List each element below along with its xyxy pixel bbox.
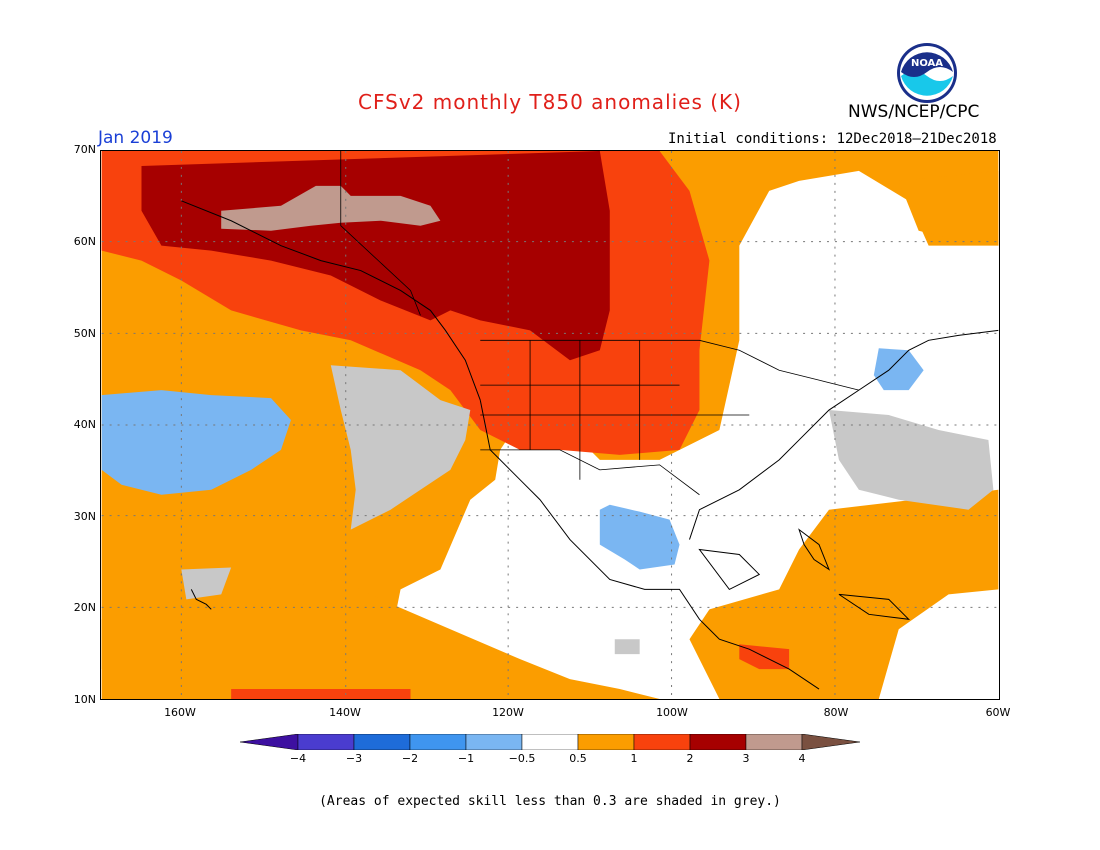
- colorbar-segment: [353, 734, 411, 750]
- colorbar: [240, 734, 860, 750]
- anomaly-region-orange-ne: [898, 170, 999, 246]
- political-borders: [340, 151, 859, 496]
- anomaly-map: [100, 150, 1000, 700]
- colorbar-segment: [521, 734, 579, 750]
- colorbar-tick-label: 0.5: [569, 752, 587, 765]
- skill-footnote: (Areas of expected skill less than 0.3 a…: [319, 794, 781, 809]
- lat-label: 30N: [73, 510, 96, 523]
- gridlines: [101, 151, 999, 699]
- low-skill-region-hawaii: [181, 567, 232, 600]
- colorbar-tick-label: 2: [686, 752, 694, 765]
- lon-label: 60W: [985, 706, 1011, 719]
- lon-label: 120W: [492, 706, 524, 719]
- anomaly-region-tan: [221, 185, 441, 231]
- colorbar-segment: [689, 734, 747, 750]
- colorbar-segments: [297, 734, 803, 750]
- noaa-logo-icon: NOAA: [897, 43, 957, 103]
- anomaly-region-darkred: [141, 151, 610, 361]
- colorbar-segment: [297, 734, 355, 750]
- low-skill-region-mexico: [614, 639, 640, 655]
- low-skill-region-atlantic: [828, 410, 994, 510]
- coastlines: [181, 200, 999, 690]
- lon-label: 160W: [164, 706, 196, 719]
- colorbar-segment: [409, 734, 467, 750]
- lon-label: 140W: [329, 706, 361, 719]
- lat-label: 40N: [73, 418, 96, 431]
- lat-label: 60N: [73, 235, 96, 248]
- colorbar-segment: [633, 734, 691, 750]
- initial-conditions-label: Initial conditions: 12Dec2018–21Dec2018: [668, 131, 997, 147]
- lon-label: 100W: [656, 706, 688, 719]
- anomaly-region-orange-bottom: [101, 579, 660, 699]
- anomaly-region-blue-pacific: [101, 390, 291, 495]
- lat-label: 20N: [73, 601, 96, 614]
- lon-label: 80W: [823, 706, 849, 719]
- colorbar-tick-label: −1: [457, 752, 475, 765]
- colorbar-low-arrow: [240, 734, 299, 750]
- colorbar-tick-label: −4: [289, 752, 307, 765]
- anomaly-region-blue-mexico: [599, 504, 680, 570]
- colorbar-tick-label: 4: [798, 752, 806, 765]
- chart-title: CFSv2 monthly T850 anomalies (K): [358, 90, 742, 114]
- anomaly-region-blue-northeast: [873, 348, 924, 391]
- colorbar-high-arrow: [801, 734, 860, 750]
- lat-label: 10N: [73, 693, 96, 706]
- valid-month-label: Jan 2019: [98, 128, 173, 148]
- colorbar-segment: [745, 734, 803, 750]
- low-skill-region-west: [330, 365, 471, 530]
- lat-label: 70N: [73, 143, 96, 156]
- colorbar-segment: [465, 734, 523, 750]
- colorbar-tick-label: 1: [630, 752, 638, 765]
- anomaly-region-red-bottom: [231, 689, 411, 699]
- lat-label: 50N: [73, 327, 96, 340]
- colorbar-segment: [577, 734, 635, 750]
- colorbar-tick-label: 3: [742, 752, 750, 765]
- colorbar-tick-label: −0.5: [508, 752, 536, 765]
- agency-label: NWS/NCEP/CPC: [848, 102, 980, 122]
- colorbar-tick-label: −3: [345, 752, 363, 765]
- logo-text: NOAA: [911, 58, 943, 69]
- colorbar-tick-label: −2: [401, 752, 419, 765]
